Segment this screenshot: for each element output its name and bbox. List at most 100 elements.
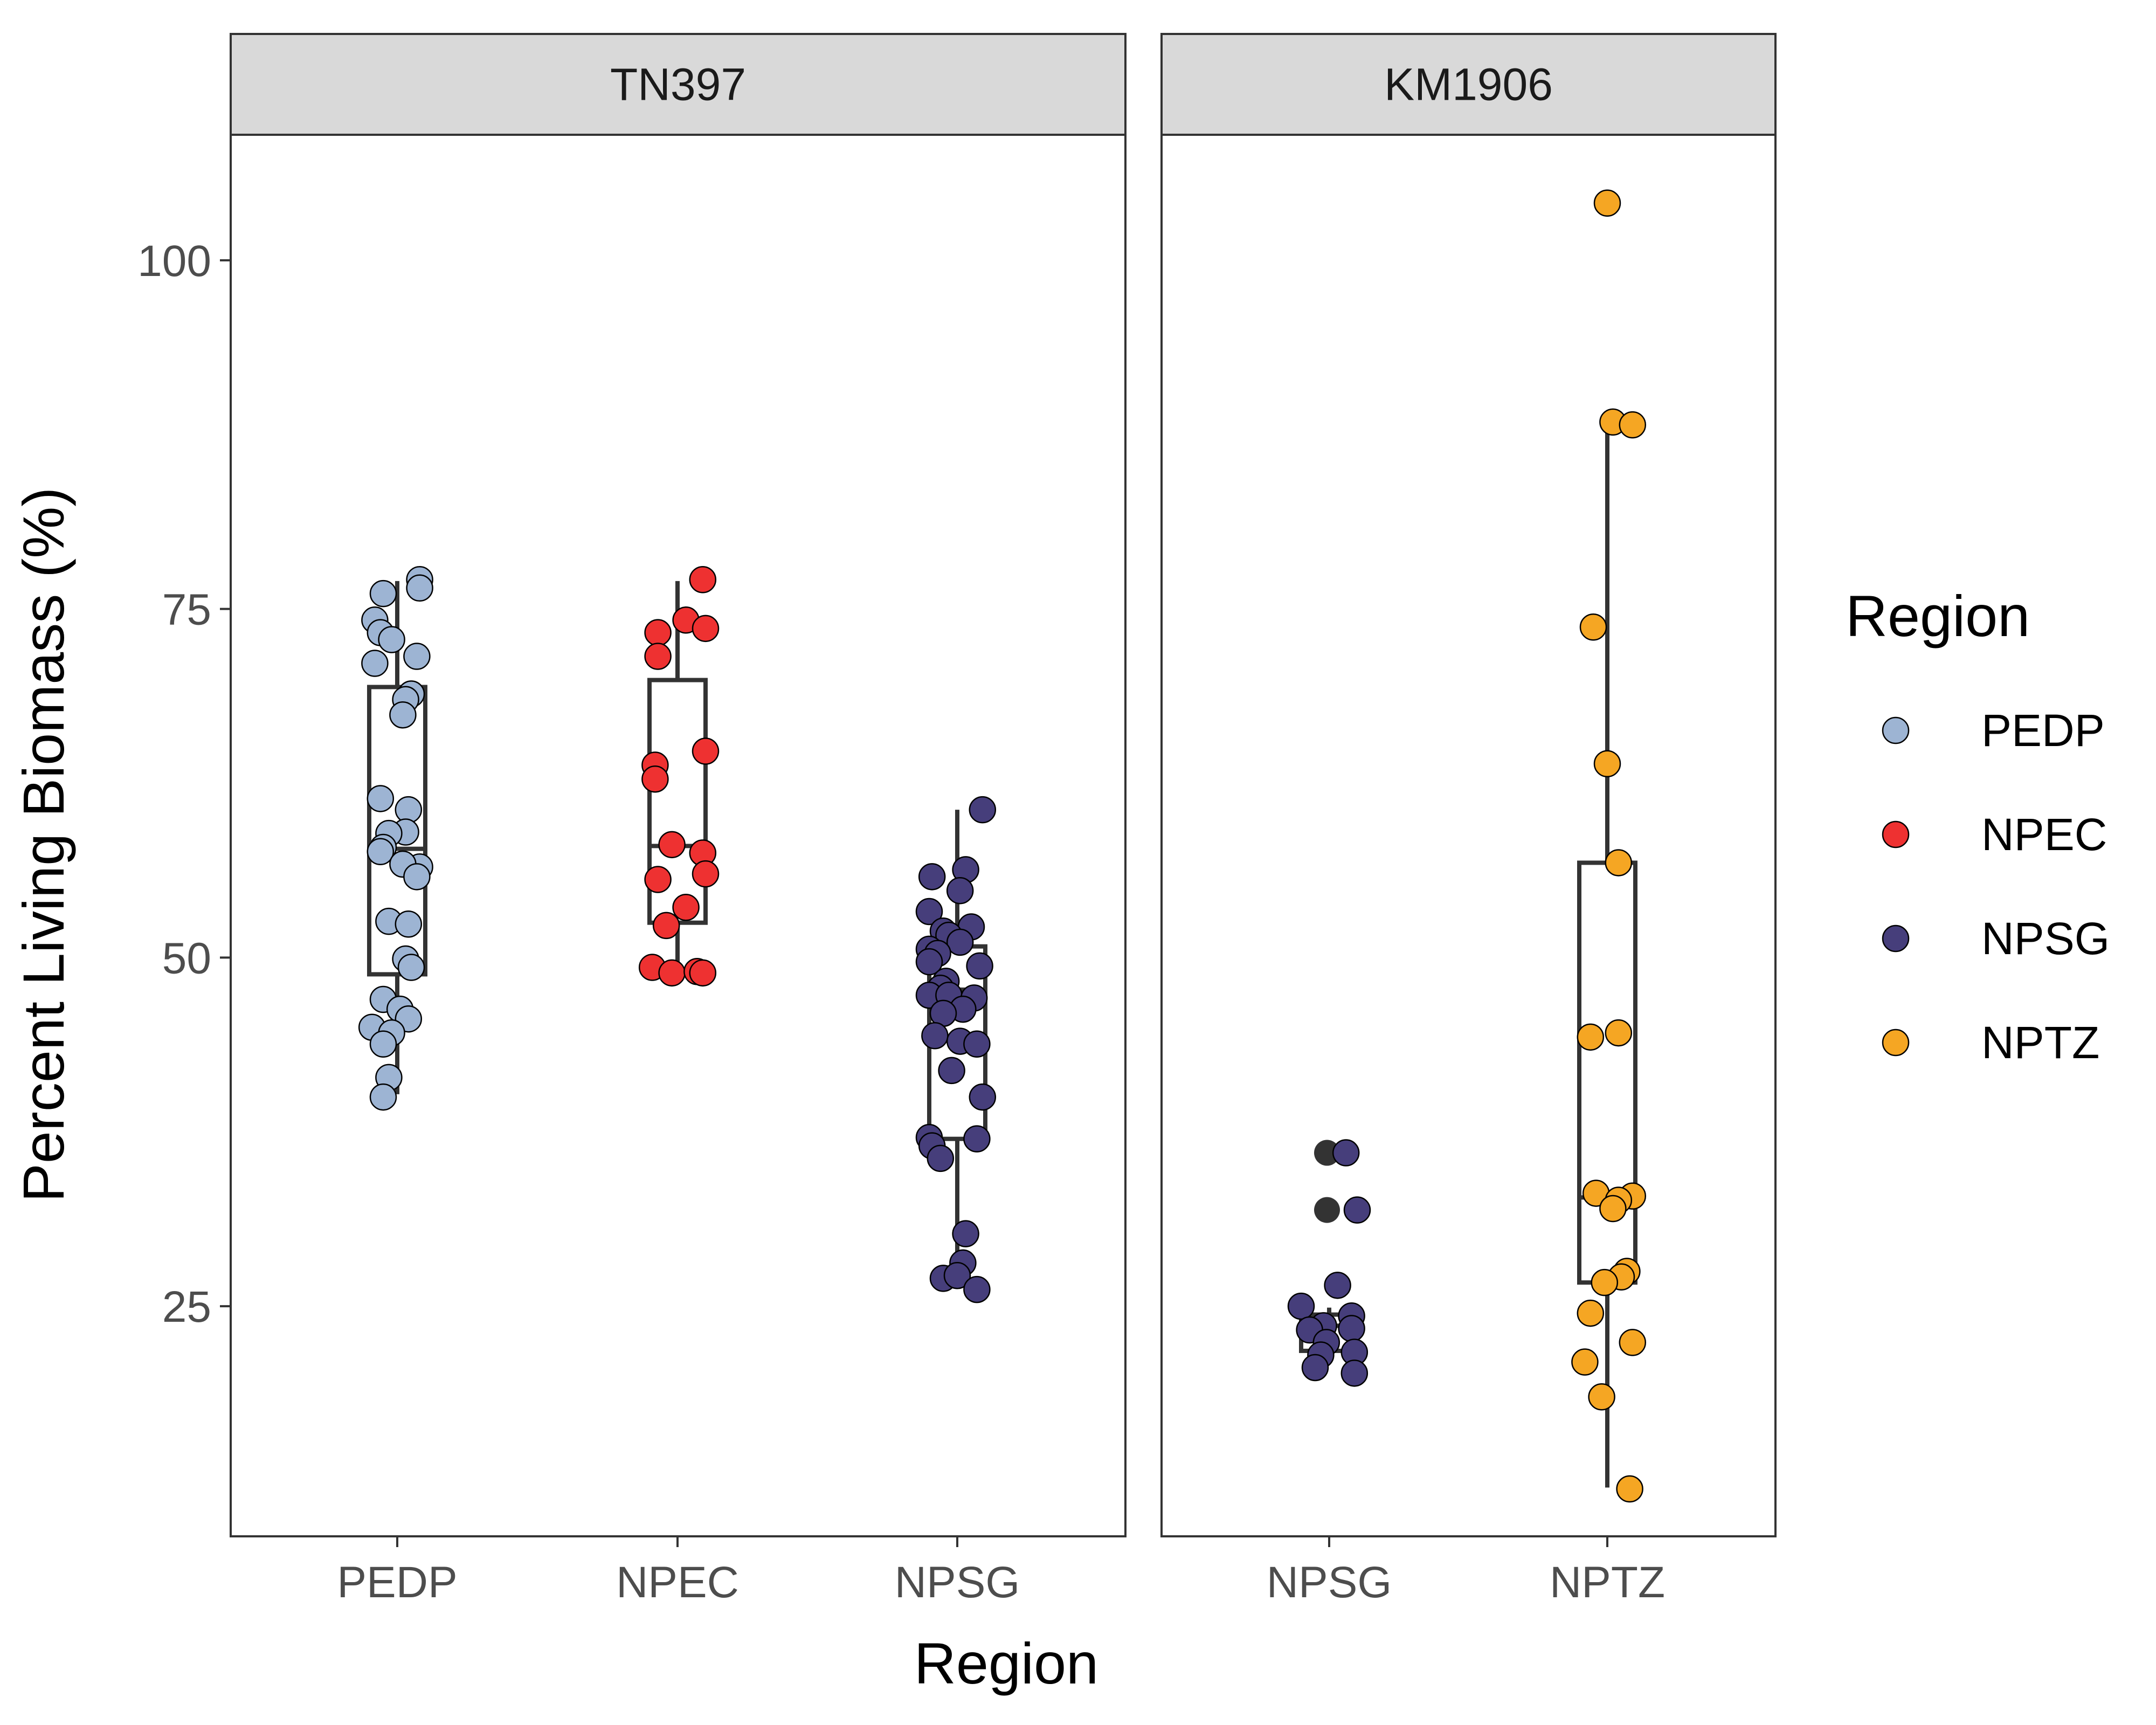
x-tick-label: NPSG — [895, 1558, 1020, 1607]
data-point — [1599, 1195, 1627, 1223]
data-point — [369, 579, 397, 608]
outlier-point — [1314, 1140, 1340, 1166]
data-point — [918, 863, 946, 891]
data-point — [969, 1083, 997, 1111]
data-point — [367, 785, 395, 812]
data-point — [1324, 1272, 1351, 1299]
data-point — [367, 838, 395, 866]
data-point — [1593, 189, 1621, 217]
data-point — [403, 863, 431, 891]
data-point — [1619, 411, 1647, 439]
data-point — [963, 1275, 991, 1303]
data-point — [952, 1220, 979, 1247]
facet-strip — [230, 33, 1127, 136]
x-tick-label: NPSG — [1267, 1558, 1392, 1607]
y-axis-title: Percent Living Biomass (%) — [11, 487, 76, 1202]
data-point — [943, 1261, 971, 1289]
data-point — [689, 959, 717, 987]
box-iqr — [367, 685, 427, 977]
data-point — [1588, 1383, 1615, 1411]
group-nptz — [1571, 189, 1647, 1503]
data-point — [963, 1125, 991, 1153]
data-point — [969, 796, 997, 824]
data-point — [927, 1144, 955, 1172]
legend-item-npec: NPEC — [1882, 809, 2107, 860]
data-point — [1338, 1315, 1365, 1342]
y-tick-label: 50 — [162, 934, 211, 983]
data-point — [921, 1022, 949, 1050]
facet-panel-tn397: TN397 PEDP NPEC NPSG — [230, 33, 1127, 1607]
data-point — [1577, 1299, 1605, 1327]
data-point — [915, 898, 943, 926]
data-point — [1593, 750, 1621, 778]
x-tick-label: NPTZ — [1550, 1558, 1665, 1607]
data-point — [963, 1030, 991, 1058]
data-point — [644, 643, 672, 670]
data-point — [1571, 1348, 1599, 1376]
outlier-point — [1314, 1197, 1340, 1223]
group-npsg — [1287, 1139, 1371, 1387]
data-point — [389, 701, 417, 729]
data-point — [369, 1030, 397, 1058]
data-point — [1340, 1360, 1369, 1387]
legend: Region PEDP NPEC NPSG NPTZ — [1846, 583, 2110, 1068]
data-point — [1332, 1139, 1360, 1167]
legend-label: PEDP — [1981, 705, 2105, 756]
legend-key — [1882, 1029, 1910, 1057]
legend-key — [1882, 716, 1910, 744]
data-point — [1605, 849, 1633, 877]
data-point — [692, 615, 720, 643]
data-point — [361, 650, 389, 677]
data-point — [1619, 1329, 1647, 1356]
x-tick-label: NPEC — [616, 1558, 739, 1607]
legend-key — [1882, 820, 1910, 848]
data-point — [1616, 1475, 1643, 1503]
data-point — [966, 952, 993, 980]
legend-label: NPEC — [1981, 809, 2107, 860]
data-point — [1579, 613, 1607, 641]
legend-item-npsg: NPSG — [1882, 913, 2110, 964]
y-axis: 25 50 75 100 — [137, 237, 231, 1331]
panel-background — [1160, 134, 1777, 1537]
data-point — [1577, 1023, 1605, 1051]
data-point — [644, 619, 672, 646]
data-point — [672, 893, 700, 921]
group-npec — [638, 566, 720, 987]
data-point — [652, 912, 680, 940]
data-point — [658, 959, 686, 987]
legend-item-nptz: NPTZ — [1882, 1017, 2099, 1068]
x-tick-label: PEDP — [337, 1558, 457, 1607]
legend-label: NPSG — [1981, 913, 2110, 964]
data-point — [1591, 1268, 1619, 1296]
data-point — [938, 1057, 965, 1085]
data-point — [1287, 1292, 1315, 1320]
data-point — [369, 1083, 397, 1111]
data-point — [692, 860, 720, 888]
facet-strip-label: KM1906 — [1384, 59, 1553, 110]
data-point — [658, 831, 686, 859]
data-point — [403, 643, 431, 670]
facet-strip-label: TN397 — [610, 59, 746, 110]
data-point — [406, 574, 433, 602]
y-tick-label: 100 — [137, 237, 211, 286]
x-axis-title: Region — [914, 1631, 1098, 1696]
group-npsg — [915, 796, 997, 1303]
y-tick-label: 25 — [162, 1282, 211, 1331]
data-point — [1301, 1354, 1329, 1382]
legend-label: NPTZ — [1981, 1017, 2099, 1068]
data-point — [946, 928, 974, 956]
group-pedp — [358, 566, 433, 1111]
facet-strip — [1160, 33, 1777, 136]
data-point — [915, 948, 943, 976]
facet-panel-km1906: KM1906 NPSG NPTZ — [1160, 33, 1777, 1607]
legend-key — [1882, 924, 1910, 953]
legend-title: Region — [1846, 583, 2030, 648]
data-point — [395, 910, 423, 938]
data-point — [378, 626, 405, 653]
data-point — [397, 954, 425, 981]
data-point — [946, 877, 974, 905]
data-point — [1605, 1019, 1633, 1047]
data-point — [641, 765, 669, 793]
y-tick-label: 75 — [162, 585, 211, 634]
